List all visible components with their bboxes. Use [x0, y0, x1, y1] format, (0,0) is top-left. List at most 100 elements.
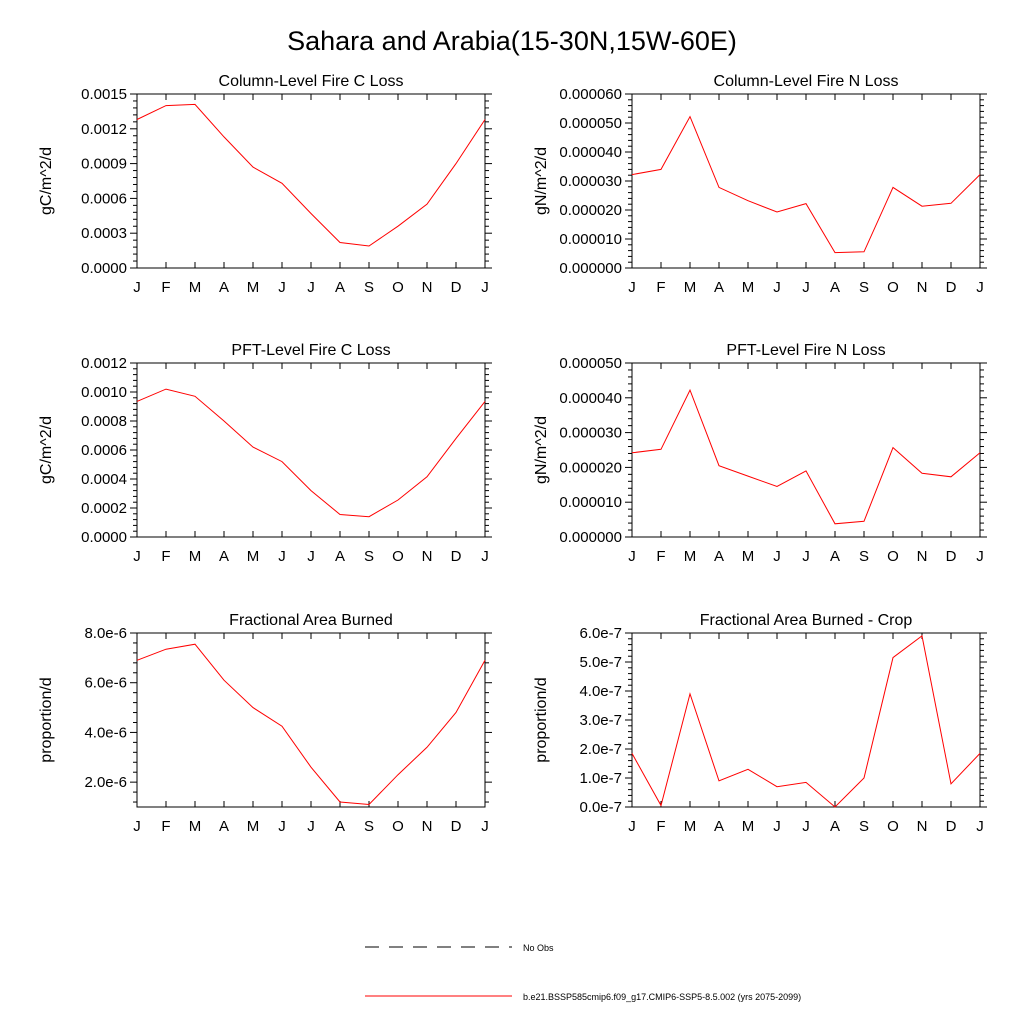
x-tick-label: S — [364, 818, 374, 835]
y-tick-label: 0.0002 — [81, 500, 127, 517]
y-axis-label: gC/m^2/d — [38, 147, 55, 215]
y-tick-label: 0.0008 — [81, 413, 127, 430]
x-tick-label: D — [451, 818, 462, 835]
y-axis-label: gN/m^2/d — [533, 147, 550, 215]
x-tick-label: J — [628, 818, 636, 835]
x-tick-label: J — [802, 548, 810, 565]
x-tick-label: J — [802, 818, 810, 835]
x-tick-label: F — [161, 818, 170, 835]
y-tick-label: 0.000030 — [559, 173, 622, 190]
y-tick-label: 0.0009 — [81, 156, 127, 173]
legend-obs-label: No Obs — [523, 943, 554, 953]
x-tick-label: O — [392, 279, 404, 296]
x-tick-label: N — [422, 818, 433, 835]
x-tick-label: F — [656, 279, 665, 296]
x-tick-label: N — [917, 279, 928, 296]
x-tick-label: O — [887, 548, 899, 565]
x-tick-label: A — [714, 548, 724, 565]
x-tick-label: J — [133, 818, 141, 835]
x-tick-label: J — [133, 279, 141, 296]
y-tick-label: 0.000010 — [559, 494, 622, 511]
y-tick-label: 0.000020 — [559, 202, 622, 219]
x-tick-label: S — [364, 279, 374, 296]
x-tick-label: F — [656, 548, 665, 565]
figure-title: Sahara and Arabia(15-30N,15W-60E) — [287, 26, 737, 56]
x-tick-label: F — [161, 279, 170, 296]
series-line — [136, 103, 486, 247]
y-tick-label: 0.000050 — [559, 115, 622, 132]
x-tick-label: A — [830, 279, 840, 296]
plot-frame — [631, 632, 981, 808]
plot-frame — [136, 93, 486, 269]
x-tick-label: J — [278, 548, 286, 565]
panel-title: Column-Level Fire N Loss — [714, 73, 899, 90]
x-tick-label: D — [451, 548, 462, 565]
y-tick-label: 2.0e-6 — [84, 774, 127, 791]
x-tick-label: J — [133, 548, 141, 565]
y-axis-label: proportion/d — [533, 677, 550, 762]
x-tick-label: O — [887, 818, 899, 835]
y-tick-label: 0.0000 — [81, 529, 127, 546]
y-tick-label: 0.000040 — [559, 390, 622, 407]
x-tick-label: S — [364, 548, 374, 565]
x-tick-label: J — [628, 279, 636, 296]
panel-title: Fractional Area Burned — [229, 612, 393, 629]
legend: No Obs b.e21.BSSP585cmip6.f09_g17.CMIP6-… — [365, 943, 801, 1002]
plot-frame — [631, 93, 981, 269]
y-tick-label: 0.000050 — [559, 355, 622, 372]
y-axis-label: proportion/d — [38, 677, 55, 762]
x-tick-label: M — [742, 279, 755, 296]
x-tick-label: D — [946, 818, 957, 835]
x-tick-label: A — [714, 279, 724, 296]
x-tick-label: M — [247, 818, 260, 835]
y-tick-label: 4.0e-7 — [579, 683, 622, 700]
y-tick-label: 0.000010 — [559, 231, 622, 248]
y-tick-label: 1.0e-7 — [579, 770, 622, 787]
y-tick-label: 0.0e-7 — [579, 799, 622, 816]
x-tick-label: J — [976, 818, 984, 835]
panel-title: PFT-Level Fire C Loss — [231, 342, 390, 359]
x-tick-label: J — [307, 548, 315, 565]
series-line — [136, 388, 486, 518]
x-tick-label: A — [219, 548, 229, 565]
x-tick-label: J — [481, 818, 489, 835]
x-tick-label: A — [830, 818, 840, 835]
y-tick-label: 0.000030 — [559, 425, 622, 442]
x-tick-label: S — [859, 548, 869, 565]
series-line — [631, 388, 981, 525]
x-tick-label: M — [684, 818, 697, 835]
y-tick-label: 0.000040 — [559, 144, 622, 161]
y-tick-label: 0.0012 — [81, 121, 127, 138]
y-tick-label: 0.0006 — [81, 190, 127, 207]
y-tick-label: 2.0e-7 — [579, 741, 622, 758]
x-tick-label: D — [946, 548, 957, 565]
x-tick-label: A — [219, 818, 229, 835]
x-tick-label: A — [714, 818, 724, 835]
x-tick-label: O — [887, 279, 899, 296]
y-tick-label: 6.0e-7 — [579, 625, 622, 642]
legend-model-label: b.e21.BSSP585cmip6.f09_g17.CMIP6-SSP5-8.… — [523, 992, 801, 1002]
x-tick-label: J — [307, 818, 315, 835]
panel-title: Column-Level Fire C Loss — [219, 73, 404, 90]
x-tick-label: M — [247, 279, 260, 296]
x-tick-label: J — [481, 548, 489, 565]
x-tick-label: A — [219, 279, 229, 296]
x-tick-label: A — [830, 548, 840, 565]
x-tick-label: J — [278, 818, 286, 835]
panel-title: Fractional Area Burned - Crop — [700, 612, 913, 629]
y-tick-label: 0.000020 — [559, 459, 622, 476]
x-tick-label: J — [628, 548, 636, 565]
plot-frame — [631, 362, 981, 538]
y-tick-label: 0.0000 — [81, 260, 127, 277]
x-tick-label: J — [307, 279, 315, 296]
x-tick-label: J — [976, 279, 984, 296]
x-tick-label: N — [917, 548, 928, 565]
y-tick-label: 0.000060 — [559, 86, 622, 103]
x-tick-label: N — [422, 548, 433, 565]
y-axis-label: gN/m^2/d — [533, 416, 550, 484]
x-tick-label: A — [335, 818, 345, 835]
y-tick-label: 0.0004 — [81, 471, 127, 488]
x-tick-label: M — [189, 818, 202, 835]
